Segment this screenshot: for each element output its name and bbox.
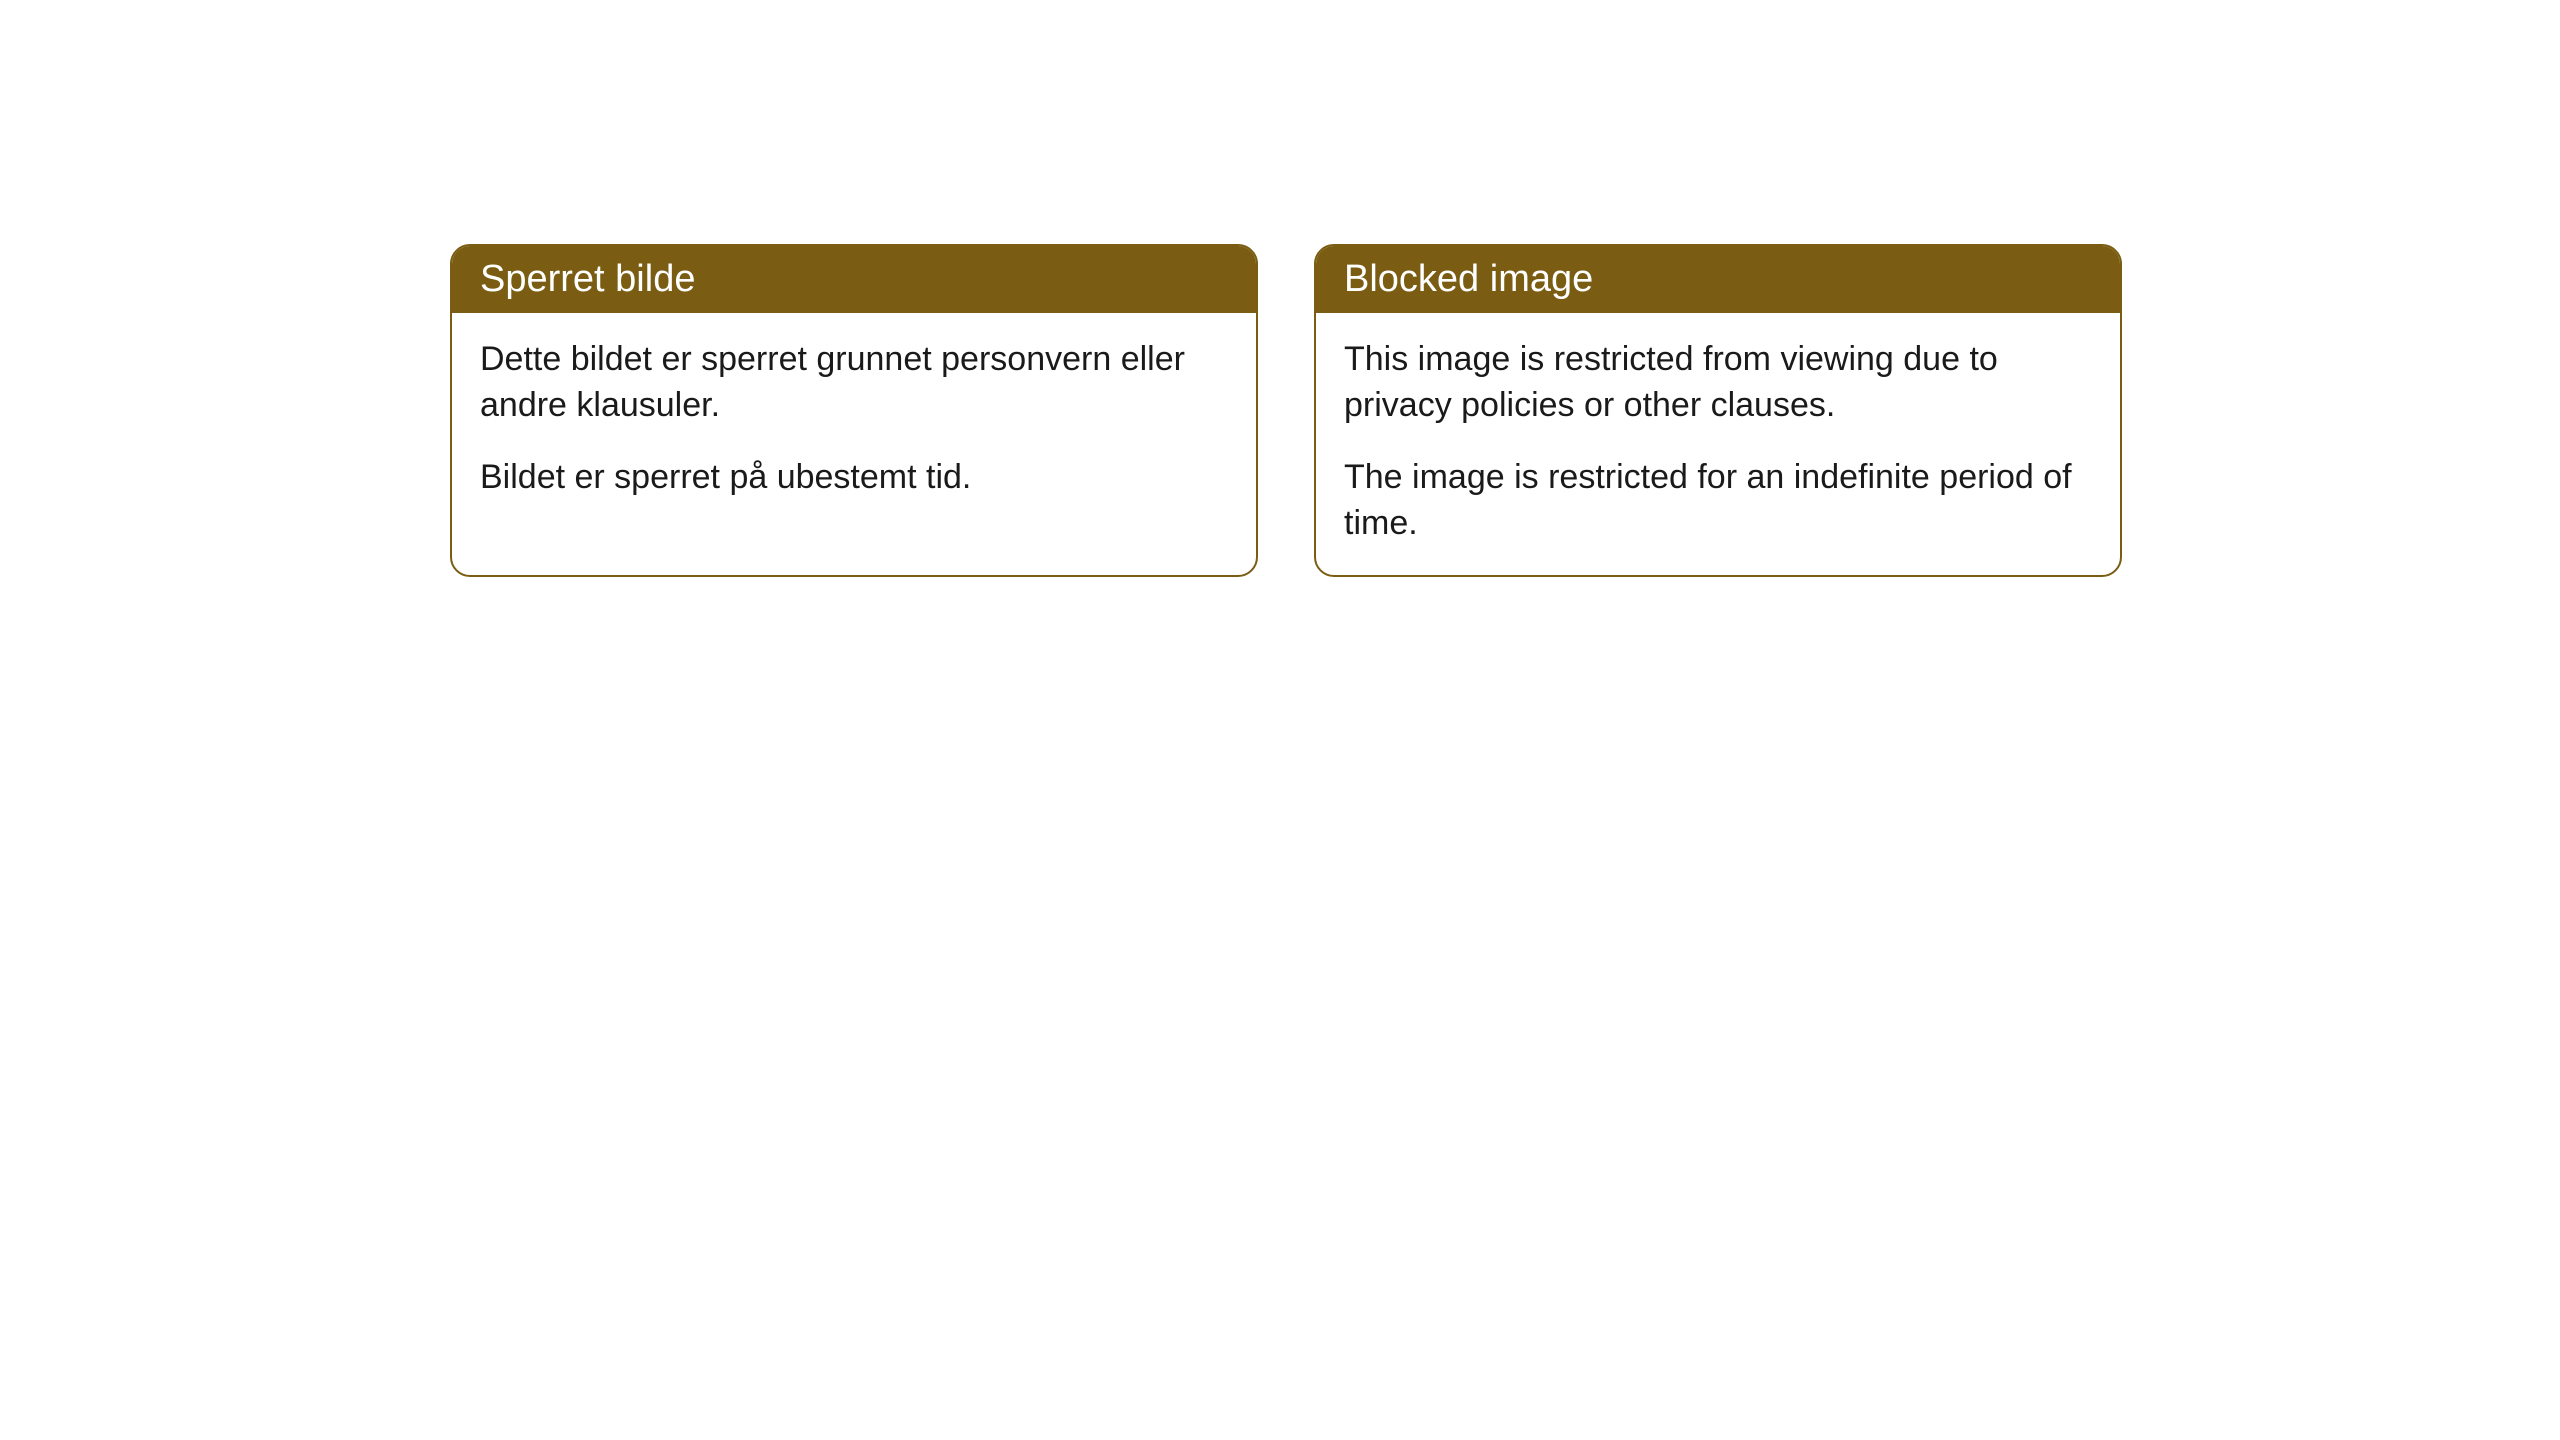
card-title: Blocked image bbox=[1344, 258, 1593, 300]
card-paragraph-2: Bildet er sperret på ubestemt tid. bbox=[480, 455, 1228, 501]
card-title: Sperret bilde bbox=[480, 258, 695, 300]
card-header: Sperret bilde bbox=[452, 246, 1256, 313]
blocked-image-card-norwegian: Sperret bilde Dette bildet er sperret gr… bbox=[450, 244, 1258, 577]
card-body: Dette bildet er sperret grunnet personve… bbox=[452, 313, 1256, 529]
card-paragraph-2: The image is restricted for an indefinit… bbox=[1344, 455, 2092, 547]
card-body: This image is restricted from viewing du… bbox=[1316, 313, 2120, 575]
blocked-image-card-english: Blocked image This image is restricted f… bbox=[1314, 244, 2122, 577]
card-header: Blocked image bbox=[1316, 246, 2120, 313]
cards-container: Sperret bilde Dette bildet er sperret gr… bbox=[450, 244, 2122, 577]
card-paragraph-1: This image is restricted from viewing du… bbox=[1344, 337, 2092, 429]
card-paragraph-1: Dette bildet er sperret grunnet personve… bbox=[480, 337, 1228, 429]
